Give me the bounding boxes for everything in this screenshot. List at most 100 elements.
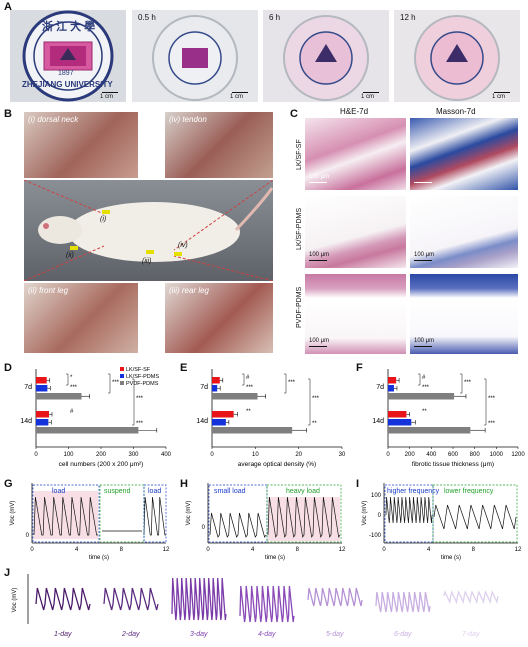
- segment-label: higher frequency: [387, 488, 440, 495]
- label-front-leg: (ii) front leg: [28, 286, 69, 295]
- scale-label-c6: 100 μm: [414, 338, 435, 344]
- voltage-trace: [375, 591, 431, 613]
- y-tick-label: 0: [202, 525, 206, 531]
- sig-bracket: [108, 373, 111, 394]
- bar: [36, 411, 49, 418]
- bar: [36, 427, 139, 434]
- histology-masson-row3: 100 μm: [410, 274, 518, 354]
- significance-mark: **: [422, 409, 427, 415]
- y-tick-label: 100: [371, 493, 382, 499]
- bar: [212, 427, 293, 434]
- x-tick-label: 0: [206, 547, 210, 553]
- x-tick-label: 1000: [490, 452, 504, 458]
- bar: [388, 419, 412, 426]
- scale-bar-a3: [363, 92, 379, 93]
- x-tick-label: 100: [63, 452, 74, 458]
- segment-label: heavy load: [286, 488, 320, 495]
- sig-bracket: [418, 373, 421, 386]
- significance-mark: **: [312, 421, 317, 427]
- panel-label-g: G: [4, 478, 13, 490]
- voltage-trace: [143, 496, 166, 536]
- segment-box: [208, 484, 268, 543]
- legend-label: PVDF-PDMS: [126, 381, 159, 387]
- segment-box: [266, 484, 342, 543]
- y-axis-label: Voc (mV): [12, 588, 18, 613]
- marker-ii: (ii): [66, 252, 74, 259]
- time-label-1: 0.5 h: [138, 13, 156, 22]
- panel-a-photo-dish-3: 12 h 1 cm: [394, 10, 520, 102]
- x-tick-label: 4: [251, 547, 255, 553]
- significance-mark: #: [70, 409, 74, 415]
- x-tick-label: 400: [426, 452, 437, 458]
- panel-label-c: C: [290, 108, 298, 120]
- sig-bracket: [66, 373, 69, 386]
- day-label: 1-day: [54, 631, 72, 638]
- legend-swatch: [120, 374, 124, 378]
- scale-label-c1: 100 μm: [309, 174, 330, 180]
- time-label-2: 6 h: [269, 13, 281, 22]
- segment-box: [99, 484, 145, 543]
- x-tick-label: 600: [448, 452, 459, 458]
- significance-mark: ***: [488, 396, 496, 402]
- scale-label-c4: 100 μm: [414, 252, 435, 258]
- significance-mark: **: [246, 409, 251, 415]
- panel-label-j: J: [4, 567, 11, 579]
- panel-b-photo-rat: (i) (ii) (iii) (iv): [24, 180, 273, 281]
- y-axis-label: Voc (mV): [186, 501, 192, 526]
- scale-label-c3: 100 μm: [309, 252, 330, 258]
- segment-label: load: [52, 488, 65, 495]
- voltage-trace: [239, 585, 295, 623]
- voltage-chart-load: 0 4 8 12 time (s) Voc (mV) 0 load suspend load: [10, 483, 170, 561]
- day-label: 6-day: [394, 631, 412, 638]
- x-tick-label: 200: [405, 452, 416, 458]
- x-tick-label: 0: [386, 452, 390, 458]
- scale-bar-a4: [494, 92, 510, 93]
- category-label: 14d: [196, 418, 208, 425]
- sig-bracket: [460, 373, 463, 394]
- x-tick-label: 0: [382, 547, 386, 553]
- x-tick-label: 0: [34, 452, 38, 458]
- petri-dish-graphic: [152, 15, 238, 101]
- scale-label-a1: 1 cm: [100, 94, 114, 100]
- day-label: 5-day: [326, 631, 344, 638]
- panel-label-a: A: [4, 1, 12, 13]
- segment-box: [143, 484, 167, 543]
- sig-bracket: [242, 373, 245, 386]
- day-label: 3-day: [190, 631, 208, 638]
- significance-mark: ***: [246, 385, 254, 391]
- category-label: 7d: [24, 384, 32, 391]
- label-rear-leg: (iii) rear leg: [169, 286, 210, 295]
- voltage-trace: [307, 587, 363, 607]
- panel-label-f: F: [356, 362, 363, 374]
- histology-masson-row2: 100 μm: [410, 196, 518, 268]
- histology-he-row1: 100 μm: [305, 118, 406, 190]
- bar: [388, 377, 397, 384]
- bar: [36, 385, 48, 392]
- legend-label: LK/SF-PDMS: [126, 374, 159, 380]
- panel-label-d: D: [4, 362, 12, 374]
- bar: [36, 393, 82, 400]
- bar-chart-optical-density: 0 10 20 30 average optical density (%) 7d 14d #…: [196, 369, 346, 468]
- panel-a-photo-logo: 浙 江 大 學 1897 ZHEJIANG UNIVERSITY 1 cm: [10, 10, 126, 102]
- x-tick-label: 0: [30, 547, 34, 553]
- bar-chart-cell-numbers: 0 100 200 300 400 cell numbers (200 x 200 μm²…: [20, 367, 172, 468]
- row-label-lksf-pdms: LK/SF-PDMS: [296, 207, 303, 250]
- voltage-chart-frequency: 0 4 8 12 time (s) Voc (mV) -100 0 100 higher freq…: [362, 483, 522, 561]
- scale-bar-c3: [309, 260, 327, 261]
- sig-bracket: [308, 378, 311, 426]
- y-tick-label: 0: [26, 533, 30, 539]
- category-label: 14d: [372, 418, 384, 425]
- significance-mark: ***: [312, 396, 320, 402]
- x-axis-label: average optical density (%): [238, 461, 316, 468]
- marker-iii: (iii): [142, 258, 152, 265]
- segment-label: small load: [214, 488, 246, 495]
- bar: [36, 419, 49, 426]
- category-label: 7d: [376, 384, 384, 391]
- x-tick-label: 8: [472, 547, 476, 553]
- bar: [212, 411, 234, 418]
- scale-bar-a2: [232, 92, 248, 93]
- significance-mark: ***: [70, 385, 78, 391]
- segment-label: suspend: [104, 488, 131, 495]
- scale-bar-c4: [414, 260, 432, 261]
- rat-graphic: [24, 180, 273, 281]
